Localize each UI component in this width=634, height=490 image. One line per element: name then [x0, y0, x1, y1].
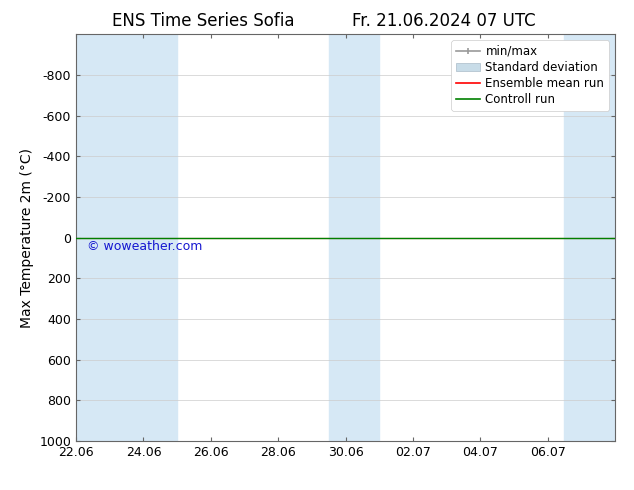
Bar — [328, 34, 363, 441]
Bar — [564, 34, 615, 441]
Text: Fr. 21.06.2024 07 UTC: Fr. 21.06.2024 07 UTC — [352, 12, 536, 30]
Legend: min/max, Standard deviation, Ensemble mean run, Controll run: min/max, Standard deviation, Ensemble me… — [451, 40, 609, 111]
Text: © woweather.com: © woweather.com — [87, 240, 202, 253]
Y-axis label: Max Temperature 2m (°C): Max Temperature 2m (°C) — [20, 147, 34, 328]
Text: ENS Time Series Sofia: ENS Time Series Sofia — [112, 12, 294, 30]
Bar — [363, 34, 379, 441]
Bar — [110, 34, 177, 441]
Bar — [76, 34, 110, 441]
